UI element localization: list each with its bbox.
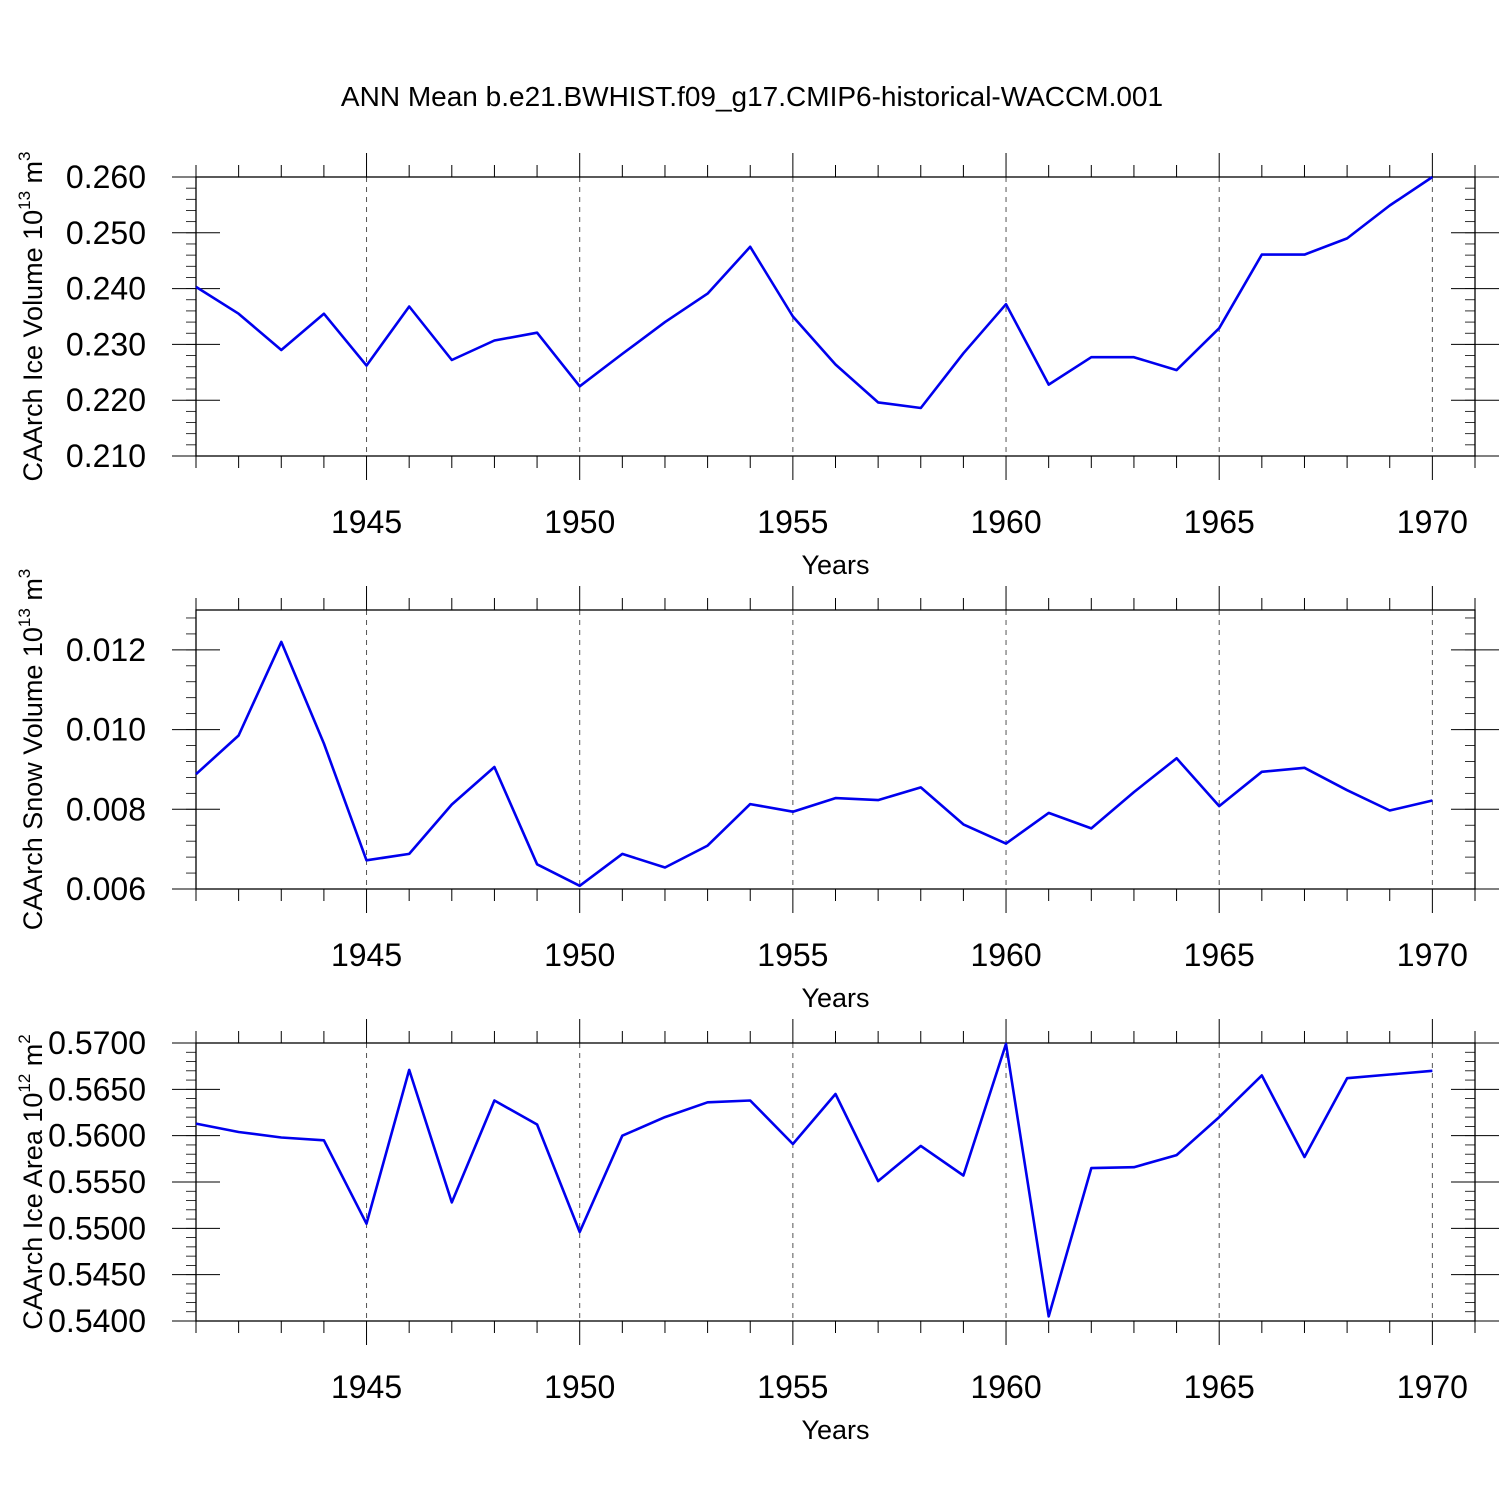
x-tick-label: 1970 <box>1397 504 1468 540</box>
y-tick-label: 0.5500 <box>48 1210 146 1246</box>
y-axis-title: CAArch Ice Volume 1013 m3 <box>15 151 48 481</box>
y-tick-label: 0.012 <box>66 632 146 668</box>
y-tick-label: 0.5650 <box>48 1071 146 1107</box>
y-tick-label: 0.5550 <box>48 1164 146 1200</box>
y-tick-label: 0.5700 <box>48 1025 146 1061</box>
x-tick-label: 1945 <box>331 1369 402 1405</box>
panel-1: 0.210 0.220 0.230 0.240 0.250 0.260 1945 1950 19… <box>15 151 1499 580</box>
x-tick-label: 1965 <box>1184 937 1255 973</box>
y-tick-label: 0.5600 <box>48 1118 146 1154</box>
series-line <box>195 1042 1433 1318</box>
x-tick-label: 1960 <box>970 1369 1041 1405</box>
x-axis-title: Years <box>801 1415 869 1445</box>
x-axis-title: Years <box>801 983 869 1013</box>
panel-3: 0.5400 0.5450 0.5500 0.5550 0.5600 0.5650 0.57… <box>15 1019 1499 1445</box>
x-tick-label: 1960 <box>970 937 1041 973</box>
y-tick-label: 0.5400 <box>48 1303 146 1339</box>
x-tick-label: 1965 <box>1184 504 1255 540</box>
x-tick-label: 1965 <box>1184 1369 1255 1405</box>
x-tick-label: 1945 <box>331 937 402 973</box>
y-tick-label: 0.008 <box>66 791 146 827</box>
x-tick-label: 1955 <box>757 504 828 540</box>
y-axis-title: CAArch Snow Volume 1013 m3 <box>15 569 48 931</box>
plot-frame <box>195 609 1476 890</box>
y-tick-label: 0.260 <box>66 159 146 195</box>
x-tick-label: 1945 <box>331 504 402 540</box>
y-tick-label: 0.210 <box>66 438 146 474</box>
x-tick-label: 1960 <box>970 504 1041 540</box>
x-axis-title: Years <box>801 550 869 580</box>
panels: 0.210 0.220 0.230 0.240 0.250 0.260 1945 1950 19… <box>15 151 1499 1445</box>
x-tick-label: 1950 <box>544 504 615 540</box>
y-tick-label: 0.5450 <box>48 1257 146 1293</box>
y-tick-label: 0.250 <box>66 215 146 251</box>
x-tick-label: 1955 <box>757 937 828 973</box>
x-tick-label: 1950 <box>544 1369 615 1405</box>
y-tick-label: 0.220 <box>66 382 146 418</box>
x-tick-label: 1970 <box>1397 937 1468 973</box>
x-tick-label: 1955 <box>757 1369 828 1405</box>
x-tick-label: 1970 <box>1397 1369 1468 1405</box>
y-tick-label: 0.010 <box>66 712 146 748</box>
series-line <box>195 640 1433 888</box>
y-tick-label: 0.006 <box>66 871 146 907</box>
y-tick-label: 0.230 <box>66 326 146 362</box>
plot-frame <box>195 1042 1476 1322</box>
y-axis-title: CAArch Ice Area 1012 m2 <box>15 1034 48 1330</box>
series-line <box>195 175 1434 410</box>
panel-2: 0.006 0.008 0.010 0.012 1945 1950 1955 1960 1965… <box>15 569 1499 1013</box>
y-tick-label: 0.240 <box>66 271 146 307</box>
plot-frame <box>195 176 1476 457</box>
chart-title: ANN Mean b.e21.BWHIST.f09_g17.CMIP6-hist… <box>341 81 1163 112</box>
x-tick-label: 1950 <box>544 937 615 973</box>
